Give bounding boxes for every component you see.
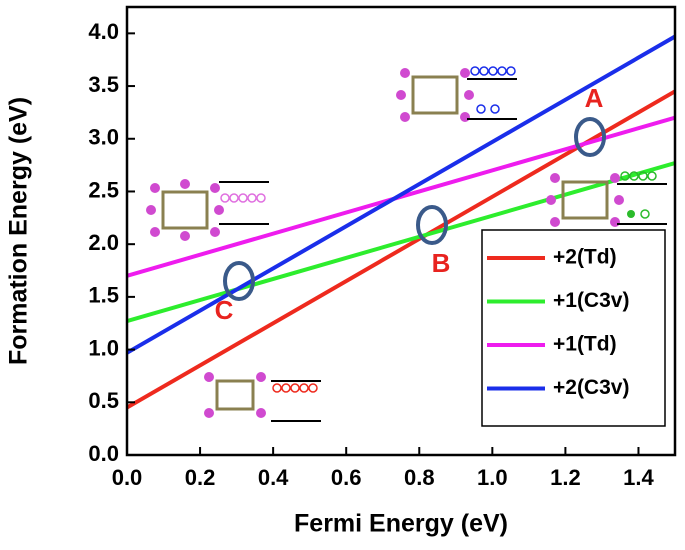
legend: +2(Td) +1(C3v) +1(Td) +2(C3v) [481,229,666,427]
y-tick-label: 3.5 [88,72,119,97]
series-line [127,34,675,355]
x-tick-label: 0.4 [258,465,289,490]
annotation: C [215,295,234,325]
x-tick-label: 1.2 [550,465,581,490]
y-tick-label: 2.5 [88,177,119,202]
y-tick-label: 4.0 [88,19,119,44]
x-tick-label: 1.4 [623,465,654,490]
inset-a [396,66,517,122]
series-line [127,161,675,324]
legend-label: +1(Td) [553,333,617,356]
x-tick-label: 0.0 [112,465,143,490]
y-tick-label: 0.0 [88,441,119,466]
y-tick-label: 0.5 [88,388,119,413]
inset-b [546,171,667,227]
y-tick-label: 1.0 [88,335,119,360]
plot-lines [127,34,675,410]
y-axis-title: Formation Energy (eV) [5,97,33,365]
y-tick-label: 2.0 [88,230,119,255]
marker-c [223,261,255,301]
x-tick-label: 0.2 [185,465,216,490]
annotation: A [585,83,604,113]
x-tick-label: 0.6 [331,465,362,490]
marker-b [416,205,448,245]
crossing-markers [223,117,606,301]
y-tick-label: 3.0 [88,125,119,150]
legend-box [481,229,666,427]
x-tick-label: 0.8 [404,465,435,490]
legend-label: +2(Td) [553,246,617,269]
inset-structures [146,66,667,422]
inset-d [204,372,321,422]
marker-a [574,117,606,157]
legend-label: +1(C3v) [553,289,629,312]
annotation: B [432,248,451,278]
legend-label: +2(C3v) [553,376,629,399]
x-axis-title: Fermi Energy (eV) [294,510,508,538]
x-tick-label: 1.0 [477,465,508,490]
y-tick-label: 1.5 [88,283,119,308]
inset-c [146,179,269,241]
plot-frame [125,5,677,457]
